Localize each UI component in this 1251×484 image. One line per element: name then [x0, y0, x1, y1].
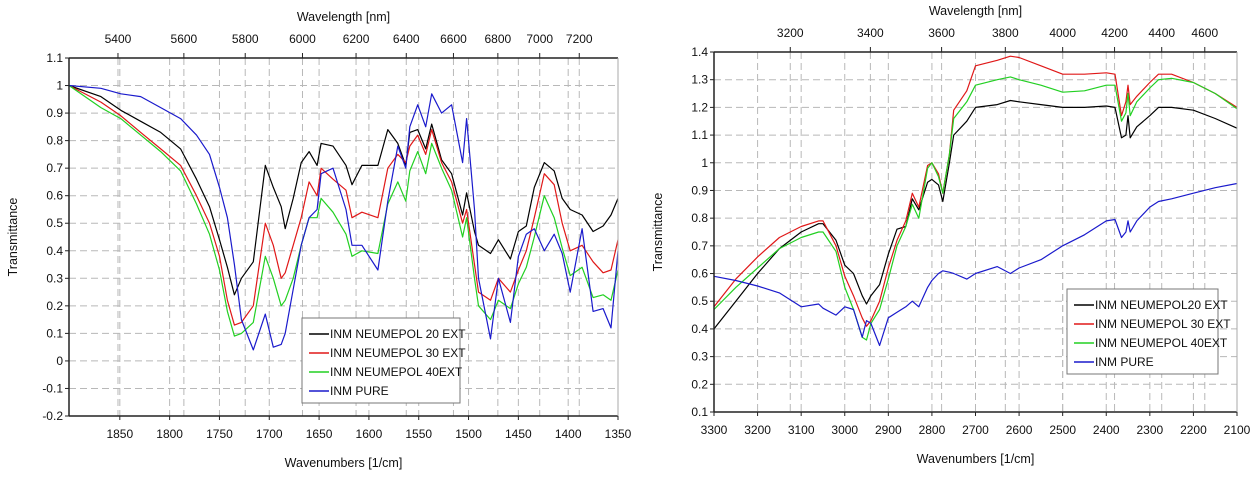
series-line-4 [713, 182, 1238, 347]
x2-tick-label: 3400 [857, 26, 884, 40]
x-tick-label: 3100 [788, 423, 815, 437]
x2-tick-label: 4000 [1049, 26, 1076, 40]
y-tick-label: 0.7 [691, 239, 708, 253]
y-tick-label: 0.5 [46, 216, 63, 230]
x-tick-label: 1650 [306, 427, 333, 441]
legend-label: INM PURE [330, 384, 389, 398]
x2-tick-label: 5800 [232, 32, 259, 46]
y-tick-label: 1 [56, 79, 63, 93]
y-tick-label: -0.1 [42, 381, 63, 395]
x-tick-label: 3300 [701, 423, 728, 437]
x2-tick-label: 7000 [526, 32, 553, 46]
y-tick-label: 0.8 [46, 134, 63, 148]
x-tick-label: 1450 [505, 427, 532, 441]
legend-label: INM NEUMEPOL 20 EXT [330, 327, 466, 341]
x2-tick-label: 6000 [289, 32, 316, 46]
legend: INM NEUMEPOL20 EXT INM NEUMEPOL 30 EXT INM… [1066, 288, 1231, 375]
x2-tick-label: 6400 [393, 32, 420, 46]
x-tick-label: 1400 [555, 427, 582, 441]
legend-label: INM NEUMEPOL 40EXT [1095, 336, 1228, 350]
x-tick-label: 2700 [962, 423, 989, 437]
x-tick-label: 2800 [919, 423, 946, 437]
legend-box [301, 317, 461, 404]
y-tick-label: 0.1 [46, 326, 63, 340]
x-tick-label: 2900 [875, 423, 902, 437]
y-tick-label: 0.7 [46, 161, 63, 175]
x2-tick-label: 5400 [105, 32, 132, 46]
x-tick-label: 2200 [1180, 423, 1207, 437]
y-tick-label: 1.2 [691, 100, 708, 114]
x2-tick-label: 6600 [440, 32, 467, 46]
x-tick-label: 1800 [156, 427, 183, 441]
y-tick-label: 0.9 [691, 183, 708, 197]
y-tick-label: 0.6 [46, 189, 63, 203]
x-tick-label: 2600 [1006, 423, 1033, 437]
x-tick-label: 1700 [256, 427, 283, 441]
y-tick-label: 0.2 [46, 299, 63, 313]
series-line-2 [68, 84, 619, 326]
x-axis-title: Wavenumbers [1/cm] [917, 452, 1035, 466]
y-tick-label: 0 [56, 354, 63, 368]
x2-axis-title: Wavelength [nm] [929, 4, 1022, 18]
y-tick-label: 1.1 [691, 128, 708, 142]
y-tick-label: 0.9 [46, 106, 63, 120]
legend-label: INM NEUMEPOL 30 EXT [1095, 317, 1231, 331]
y-tick-label: 1.4 [691, 45, 708, 59]
x2-tick-label: 3600 [928, 26, 955, 40]
x-tick-label: 2300 [1136, 423, 1163, 437]
y-tick-label: 0.4 [46, 244, 63, 258]
legend: INM NEUMEPOL 20 EXT INM NEUMEPOL 30 EXT IN… [301, 317, 466, 404]
chart-2: 0.1 0.2 0.3 0.4 0.5 0.6 0.7 0.8 0.9 1 1.1 1.2 1.3 1.4… [651, 4, 1251, 466]
series-line-1 [713, 99, 1238, 330]
legend-label: INM NEUMEPOL 30 EXT [330, 346, 466, 360]
x-tick-label: 3200 [744, 423, 771, 437]
legend-label: INM NEUMEPOL20 EXT [1095, 298, 1228, 312]
x2-axis-title: Wavelength [nm] [297, 10, 390, 24]
y-tick-label: 0.4 [691, 322, 708, 336]
series-line-1 [68, 84, 619, 296]
x-tick-label: 1850 [106, 427, 133, 441]
x-tick-label: 2400 [1093, 423, 1120, 437]
x2-tick-label: 3800 [992, 26, 1019, 40]
y-tick-label: 1.3 [691, 73, 708, 87]
y-tick-label: 0.6 [691, 267, 708, 281]
x-tick-label: 2100 [1224, 423, 1251, 437]
series-line-4 [68, 84, 619, 351]
x-tick-label: 1600 [356, 427, 383, 441]
y-tick-label: 0.3 [46, 271, 63, 285]
x2-tick-label: 4400 [1148, 26, 1175, 40]
y-tick-label: 0.5 [691, 294, 708, 308]
legend-label: INM PURE [1095, 355, 1154, 369]
y-tick-label: 0.8 [691, 211, 708, 225]
x2-tick-label: 3200 [777, 26, 804, 40]
x-tick-label: 1550 [405, 427, 432, 441]
x-tick-label: 1500 [455, 427, 482, 441]
series-line-3 [713, 76, 1238, 341]
y-axis-title: Transmittance [6, 198, 20, 277]
y-tick-label: -0.2 [42, 409, 63, 423]
y-tick-label: 0.2 [691, 377, 708, 391]
legend-label: INM NEUMEPOL 40EXT [330, 365, 463, 379]
x-axis-title: Wavenumbers [1/cm] [285, 456, 403, 470]
x2-tick-label: 4600 [1191, 26, 1218, 40]
y-tick-label: 0.1 [691, 405, 708, 419]
y-tick-label: 1 [701, 156, 708, 170]
x2-tick-label: 4200 [1101, 26, 1128, 40]
y-axis-title: Transmittance [651, 193, 665, 272]
y-tick-label: 1.1 [46, 51, 63, 65]
x-tick-label: 1350 [605, 427, 632, 441]
x2-tick-label: 5600 [171, 32, 198, 46]
y-tick-label: 0.3 [691, 350, 708, 364]
chart-1: -0.2 -0.1 0 0.1 0.2 0.3 0.4 0.5 0.6 0.7 0.8 0.9 1 1.1… [6, 10, 632, 470]
x-tick-label: 1750 [206, 427, 233, 441]
legend-box [1066, 288, 1219, 375]
x2-tick-label: 7200 [566, 32, 593, 46]
x2-tick-label: 6200 [343, 32, 370, 46]
x-tick-label: 2500 [1049, 423, 1076, 437]
x-tick-label: 3000 [831, 423, 858, 437]
x2-tick-label: 6800 [484, 32, 511, 46]
